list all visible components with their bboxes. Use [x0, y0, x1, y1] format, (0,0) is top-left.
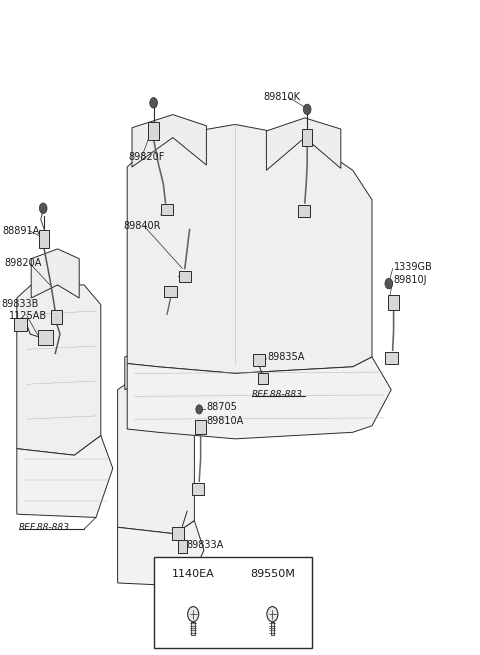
- Polygon shape: [127, 124, 372, 373]
- Polygon shape: [17, 436, 113, 517]
- Bar: [39, 230, 49, 248]
- Bar: [164, 286, 177, 297]
- Circle shape: [188, 607, 199, 622]
- Text: 1140EA: 1140EA: [172, 569, 215, 579]
- Text: 89550M: 89550M: [250, 569, 295, 579]
- Polygon shape: [31, 249, 79, 298]
- Polygon shape: [271, 622, 274, 635]
- Bar: [258, 373, 268, 384]
- Bar: [298, 205, 310, 217]
- Bar: [154, 557, 312, 648]
- Bar: [161, 204, 173, 215]
- Text: 88705: 88705: [206, 402, 237, 413]
- Circle shape: [385, 278, 393, 289]
- Text: 89833A: 89833A: [186, 540, 224, 550]
- Text: REF.88-883: REF.88-883: [19, 523, 70, 532]
- Bar: [14, 318, 27, 331]
- Polygon shape: [192, 622, 195, 635]
- Text: 89820A: 89820A: [5, 258, 42, 269]
- Circle shape: [196, 405, 203, 414]
- Bar: [38, 330, 53, 345]
- Polygon shape: [17, 285, 101, 455]
- Text: 89833B: 89833B: [1, 299, 39, 309]
- Bar: [51, 310, 62, 324]
- Bar: [178, 540, 187, 553]
- Bar: [179, 271, 191, 282]
- Text: 89810K: 89810K: [263, 92, 300, 102]
- Text: 89810A: 89810A: [206, 415, 244, 426]
- Polygon shape: [127, 357, 391, 439]
- Bar: [388, 295, 399, 310]
- Bar: [148, 122, 159, 140]
- Text: 89835A: 89835A: [268, 352, 305, 362]
- Circle shape: [39, 203, 47, 214]
- Bar: [385, 352, 398, 364]
- Bar: [192, 483, 204, 495]
- Bar: [195, 420, 206, 434]
- Text: 89840R: 89840R: [124, 221, 161, 231]
- Text: 89810J: 89810J: [394, 274, 427, 285]
- Polygon shape: [125, 347, 178, 390]
- Bar: [253, 354, 265, 366]
- Circle shape: [267, 607, 278, 622]
- Text: REF.88-883: REF.88-883: [252, 390, 303, 399]
- Polygon shape: [132, 115, 206, 167]
- Bar: [302, 129, 312, 146]
- Circle shape: [150, 98, 157, 108]
- Text: 89820F: 89820F: [129, 152, 165, 162]
- Polygon shape: [266, 118, 341, 170]
- Text: 1125AB: 1125AB: [9, 310, 47, 321]
- Circle shape: [303, 104, 311, 115]
- Polygon shape: [118, 521, 204, 586]
- Bar: [172, 527, 184, 540]
- Polygon shape: [118, 377, 194, 534]
- Text: 1339GB: 1339GB: [394, 261, 432, 272]
- Text: 88891A: 88891A: [2, 225, 40, 236]
